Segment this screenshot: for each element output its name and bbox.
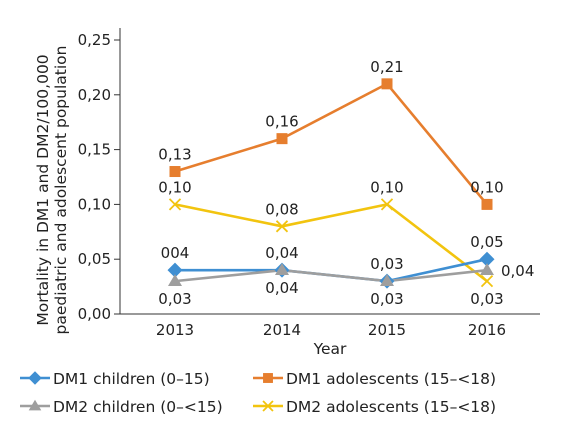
- legend-label: DM1 adolescents (15–<18): [286, 370, 496, 388]
- y-axis-title-line-1: Mortality in DM1 and DM2/100,000: [34, 54, 52, 325]
- data-label: 0,13: [158, 146, 191, 164]
- legend-item: DM2 children (0–<15): [20, 398, 223, 416]
- x-tick-label: 2016: [468, 321, 506, 339]
- legend-marker: [263, 373, 273, 383]
- x-axis-title: Year: [313, 340, 347, 358]
- data-label: 0,03: [370, 255, 403, 273]
- data-label: 0,21: [370, 58, 403, 76]
- data-label: 0,04: [265, 244, 298, 262]
- y-axis-title: Mortality in DM1 and DM2/100,000 paediat…: [34, 46, 70, 335]
- legend-label: DM1 children (0–15): [53, 370, 210, 388]
- data-point: [481, 198, 493, 210]
- y-tick-label: 0,00: [78, 305, 111, 323]
- data-label: 0,04: [265, 279, 298, 297]
- data-point: [275, 263, 289, 276]
- data-point: [168, 274, 182, 287]
- data-label: 0,03: [370, 290, 403, 308]
- data-point: [480, 274, 494, 288]
- data-point: [275, 220, 289, 233]
- data-point: [380, 274, 394, 287]
- legend: DM1 children (0–15) DM1 adolescents (15–<…: [20, 370, 496, 416]
- x-tick-label: 2015: [368, 321, 406, 339]
- data-point: [380, 198, 394, 211]
- data-point: [168, 198, 182, 211]
- y-tick-label: 0,20: [78, 86, 111, 104]
- series-lines: [174, 82, 489, 283]
- data-labels: 004 0,04 0,03 0,05 0,13 0,16 0,21 0,10 0,03 0,04 0…: [158, 58, 534, 308]
- data-point: [169, 166, 181, 178]
- data-point: [167, 262, 183, 278]
- legend-item: DM1 adolescents (15–<18): [253, 370, 496, 388]
- series-line: [175, 257, 488, 283]
- x-tick-label: 2014: [263, 321, 301, 339]
- y-tick-label: 0,10: [78, 195, 111, 213]
- y-tick-label: 0,05: [78, 250, 111, 268]
- legend-marker: [262, 400, 274, 412]
- data-point: [276, 133, 288, 145]
- data-label: 0,16: [265, 113, 298, 131]
- axes: [119, 28, 540, 315]
- data-label: 0,03: [470, 290, 503, 308]
- x-tick-label: 2013: [156, 321, 194, 339]
- data-label: 0,10: [470, 178, 503, 196]
- legend-item: DM2 adolescents (15–<18): [253, 398, 496, 416]
- series-markers: [167, 78, 495, 289]
- data-label: 0,03: [158, 290, 191, 308]
- y-ticks: 0,00 0,05 0,10 0,15 0,20 0,25: [78, 31, 120, 323]
- y-tick-label: 0,15: [78, 141, 111, 159]
- legend-label: DM2 adolescents (15–<18): [286, 398, 496, 416]
- legend-item: DM1 children (0–15): [20, 370, 210, 388]
- data-point: [381, 78, 393, 90]
- data-label: 0,05: [470, 233, 503, 251]
- data-label: 004: [161, 244, 190, 262]
- x-ticks: 2013 2014 2015 2016: [156, 321, 506, 339]
- legend-marker: [28, 399, 42, 411]
- y-tick-label: 0,25: [78, 31, 111, 49]
- legend-marker: [28, 371, 42, 385]
- data-label: 0,08: [265, 200, 298, 218]
- series-line: [174, 82, 489, 206]
- data-label: 0,10: [370, 178, 403, 196]
- data-label: 0,04: [501, 262, 534, 280]
- y-axis-title-line-2: paediatric and adolescent population: [52, 46, 70, 335]
- series-line: [174, 268, 488, 283]
- series-line: [174, 203, 488, 283]
- data-label: 0,10: [158, 178, 191, 196]
- data-point: [480, 263, 494, 276]
- data-point: [479, 251, 495, 267]
- legend-label: DM2 children (0–<15): [53, 398, 223, 416]
